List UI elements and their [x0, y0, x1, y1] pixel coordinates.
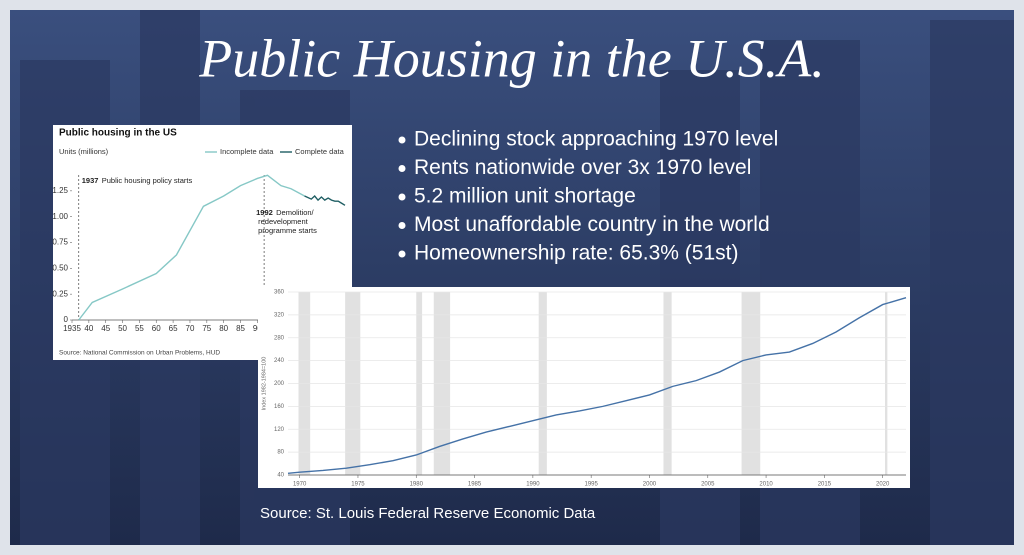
annotation-text: Demolition/: [276, 208, 314, 217]
y-axis-label: Units (millions): [59, 147, 109, 156]
chart-panel: [258, 287, 910, 488]
x-tick-label: 1980: [410, 482, 424, 488]
y-tick-label: 0.25: [52, 289, 68, 298]
bullet-text: Most unaffordable country in the world: [414, 213, 770, 236]
y-tick-label: 280: [274, 335, 285, 341]
annotation-text: programme starts: [258, 226, 317, 235]
chart-rent: Index 1982-1984=100 40 80 120 160 200 240 280 32…: [258, 287, 910, 488]
x-tick-label: 80: [219, 324, 228, 333]
y-tick-label: 80: [277, 450, 284, 456]
x-tick-label: 1985: [468, 482, 482, 488]
bullet-dot: [398, 222, 406, 229]
x-tick-label: 60: [152, 324, 161, 333]
y-tick-label: 0: [64, 315, 69, 324]
bullet-list: Declining stock approaching 1970 level Re…: [398, 128, 778, 265]
y-axis-label: Index 1982-1984=100: [261, 357, 267, 411]
x-tick-label: 40: [84, 324, 93, 333]
x-tick-label: 2010: [759, 482, 773, 488]
x-tick-label: 65: [169, 324, 178, 333]
bullet-dot: [398, 136, 406, 144]
y-tick-label: 1.25: [52, 186, 68, 195]
y-tick-label: 40: [277, 473, 284, 479]
bullet-dot: [398, 250, 406, 258]
x-tick-label: 1975: [351, 482, 365, 488]
bullet-dot: [398, 193, 406, 201]
legend-label: Complete data: [295, 147, 345, 156]
y-tick-label: 200: [274, 381, 285, 387]
annotation-label: 1992: [256, 208, 273, 217]
x-tick-label: 2020: [876, 482, 890, 488]
y-tick-label: 0.50: [52, 263, 68, 272]
x-tick-label: 70: [186, 324, 195, 333]
x-tick-label: 2000: [643, 482, 657, 488]
bullet-text: Declining stock approaching 1970 level: [414, 128, 778, 151]
x-tick-label: 1995: [584, 482, 598, 488]
bullet-dot: [398, 165, 406, 172]
x-tick-label: 55: [135, 324, 144, 333]
y-tick-label: 120: [274, 427, 285, 433]
chart-title: Public housing in the US: [59, 128, 177, 139]
x-tick-label: 1970: [293, 482, 307, 488]
bullet-text: Rents nationwide over 3x 1970 level: [414, 156, 751, 179]
x-tick-label: 1935: [63, 324, 81, 333]
y-tick-label: 1.00: [52, 212, 68, 221]
slide-source: Source: St. Louis Federal Reserve Econom…: [260, 505, 596, 522]
legend-label: Incomplete data: [220, 147, 274, 156]
x-tick-label: 2015: [818, 482, 832, 488]
annotation-text: Public housing policy starts: [102, 176, 193, 185]
series-line: [287, 297, 907, 474]
y-tick-label: 160: [274, 404, 285, 410]
bullet-text: Homeownership rate: 65.3% (51st): [414, 242, 739, 265]
x-tick-label: 2005: [701, 482, 715, 488]
slide-title: Public Housing in the U.S.A.: [198, 28, 824, 88]
x-tick-label: 90: [253, 324, 262, 333]
chart-source: Source: National Commission on Urban Pro…: [59, 350, 220, 357]
y-tick-label: 360: [274, 290, 285, 296]
annotation-label: 1937: [82, 176, 99, 185]
x-tick-label: 45: [101, 324, 110, 333]
series-line: [304, 194, 346, 206]
bullet-text: 5.2 million unit shortage: [414, 185, 636, 208]
series-line: [78, 174, 305, 321]
x-tick-label: 85: [236, 324, 245, 333]
y-tick-label: 320: [274, 312, 285, 318]
x-tick-label: 75: [202, 324, 211, 333]
y-tick-label: 240: [274, 358, 285, 364]
x-tick-label: 50: [118, 324, 127, 333]
y-tick-label: 0.75: [52, 238, 68, 247]
annotation-text: redevelopment: [258, 217, 309, 226]
x-tick-label: 1990: [526, 482, 540, 488]
